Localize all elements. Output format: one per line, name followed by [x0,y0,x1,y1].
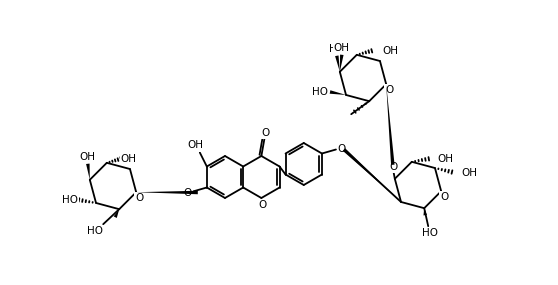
Text: O: O [389,162,398,172]
Text: O: O [184,188,192,198]
Text: O: O [338,144,346,154]
Text: OH: OH [334,43,350,53]
Text: OH: OH [383,46,399,56]
Text: O: O [135,193,143,203]
Text: O: O [440,192,448,202]
Text: HO: HO [329,44,345,54]
Polygon shape [136,191,198,194]
Text: OH: OH [80,152,96,162]
Text: HO: HO [87,226,103,236]
Text: OH: OH [438,154,454,164]
Polygon shape [330,90,346,95]
Polygon shape [340,55,344,72]
Text: OH: OH [461,168,477,178]
Text: HO: HO [312,87,328,97]
Text: HO: HO [62,195,78,205]
Polygon shape [424,208,427,215]
Text: O: O [258,200,267,210]
Polygon shape [335,56,340,72]
Polygon shape [343,148,401,202]
Text: HO: HO [422,228,438,238]
Polygon shape [386,84,395,165]
Polygon shape [114,209,119,218]
Text: O: O [385,85,393,95]
Text: O: O [261,128,270,138]
Text: OH: OH [121,154,137,164]
Text: OH: OH [188,141,204,150]
Polygon shape [86,164,90,180]
